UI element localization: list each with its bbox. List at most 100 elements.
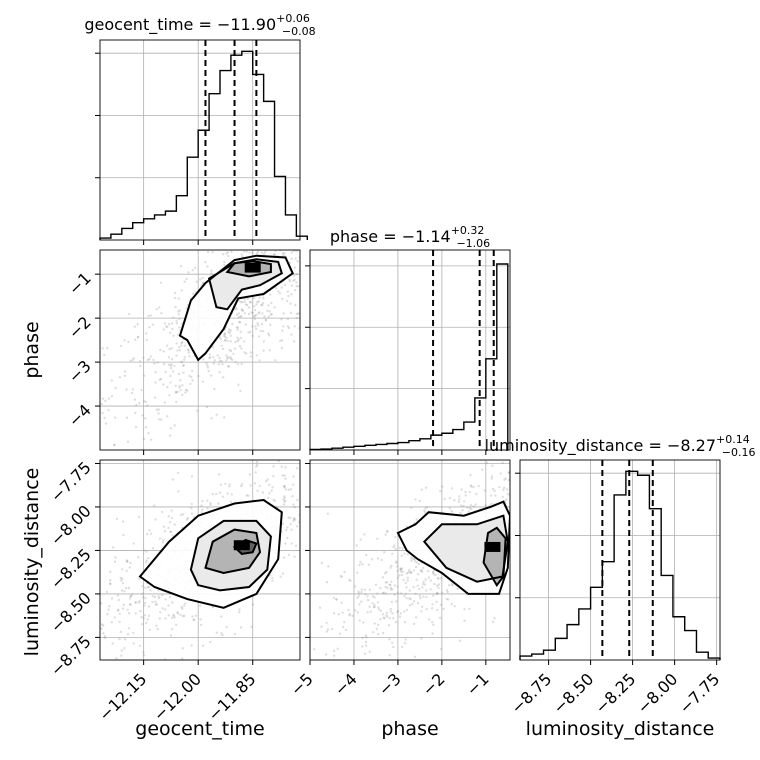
sample-point — [333, 422, 335, 424]
sample-point — [131, 358, 134, 362]
sample-point — [528, 484, 530, 486]
xlabel-luminosity-distance: luminosity_distance — [526, 718, 715, 740]
sample-point — [220, 632, 223, 635]
sample-point — [217, 502, 220, 505]
sample-point — [429, 579, 432, 582]
sample-point — [360, 455, 362, 457]
sample-point — [218, 356, 221, 360]
sample-point — [524, 525, 526, 527]
sample-point — [384, 475, 386, 477]
sample-point — [350, 218, 352, 220]
sample-point — [302, 526, 304, 528]
sample-point — [483, 489, 486, 492]
sample-point — [302, 285, 304, 287]
sample-point — [158, 537, 162, 540]
sample-point — [387, 624, 391, 627]
sample-point — [227, 356, 230, 359]
sample-point — [554, 399, 556, 401]
sample-point — [128, 566, 131, 569]
sample-point — [338, 199, 340, 201]
sample-point — [269, 313, 272, 316]
sample-point — [329, 269, 331, 271]
sample-point — [293, 244, 295, 246]
panel-pair-geocent-time-vs-phase — [100, 184, 415, 450]
sample-point — [315, 527, 317, 529]
sample-point — [300, 453, 302, 455]
sample-point — [178, 326, 181, 329]
sample-point — [158, 418, 161, 421]
sample-point — [67, 591, 69, 593]
sample-point — [253, 314, 256, 317]
sample-point — [217, 363, 220, 366]
sample-point — [293, 184, 295, 186]
sample-point — [122, 533, 125, 537]
sample-point — [274, 286, 278, 290]
sample-point — [505, 498, 508, 501]
sample-point — [313, 648, 316, 651]
sample-point — [388, 583, 391, 586]
sample-point — [221, 347, 225, 351]
sample-point — [222, 334, 226, 337]
sample-point — [357, 595, 360, 598]
sample-point — [380, 558, 383, 562]
sample-point — [320, 535, 322, 537]
sample-point — [215, 631, 218, 634]
sample-point — [164, 598, 167, 601]
sample-point — [321, 469, 323, 471]
sample-point — [226, 251, 229, 254]
sample-point — [236, 363, 240, 366]
sample-point — [142, 596, 145, 599]
sample-point — [81, 659, 83, 661]
sample-point — [101, 411, 104, 415]
sample-point — [404, 581, 408, 585]
sample-point — [210, 374, 213, 377]
xtick-label: −12.15 — [95, 669, 150, 724]
sample-point — [119, 576, 122, 580]
sample-point — [472, 485, 475, 489]
sample-point — [292, 279, 295, 282]
sample-point — [459, 511, 462, 515]
sample-point — [281, 522, 285, 525]
sample-point — [274, 359, 277, 362]
sample-point — [176, 390, 179, 394]
sample-point — [546, 495, 548, 497]
sample-point — [388, 638, 391, 641]
sample-point — [90, 529, 92, 531]
sample-point — [422, 580, 425, 584]
sample-point — [424, 578, 427, 581]
sample-point — [439, 577, 443, 580]
sample-point — [284, 477, 287, 480]
sample-point — [448, 584, 451, 587]
sample-point — [262, 297, 265, 300]
sample-point — [366, 598, 370, 602]
sample-point — [307, 189, 309, 191]
sample-point — [304, 324, 306, 326]
sample-point — [142, 374, 146, 377]
sample-point — [307, 225, 309, 227]
sample-point — [223, 332, 226, 335]
sample-point — [531, 504, 533, 506]
sample-point — [388, 261, 390, 263]
sample-point — [389, 610, 392, 613]
sample-point — [280, 346, 284, 350]
sample-point — [229, 500, 233, 504]
sample-point — [381, 576, 385, 579]
sample-point — [235, 308, 238, 311]
sample-point — [248, 251, 251, 254]
sample-point — [348, 504, 350, 506]
sample-point — [281, 297, 284, 301]
sample-point — [306, 465, 308, 467]
sample-point — [180, 289, 183, 292]
sample-point — [541, 524, 543, 526]
sample-point — [553, 537, 555, 539]
sample-point — [564, 487, 566, 489]
sample-point — [162, 525, 166, 528]
sample-point — [268, 349, 271, 352]
sample-point — [516, 549, 518, 551]
sample-point — [268, 492, 271, 495]
sample-point — [229, 340, 232, 343]
sample-point — [226, 492, 229, 495]
sample-point — [210, 417, 213, 420]
sample-point — [436, 584, 439, 587]
sample-point — [413, 193, 415, 195]
